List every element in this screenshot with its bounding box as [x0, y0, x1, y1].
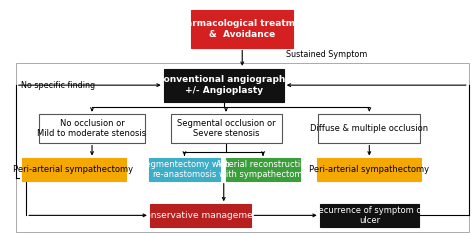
Text: Pharmacological treatment
&  Avoidance: Pharmacological treatment & Avoidance [173, 19, 312, 38]
FancyBboxPatch shape [226, 158, 300, 181]
Text: Sustained Symptom: Sustained Symptom [286, 50, 367, 59]
FancyBboxPatch shape [319, 204, 419, 227]
FancyBboxPatch shape [317, 158, 421, 181]
FancyBboxPatch shape [171, 114, 282, 143]
Text: Segmental occlusion or
Severe stenosis: Segmental occlusion or Severe stenosis [177, 119, 275, 138]
Text: Peri-arterial sympathectomy: Peri-arterial sympathectomy [13, 165, 134, 174]
Text: Peri-arterial sympathectomy: Peri-arterial sympathectomy [309, 165, 429, 174]
FancyBboxPatch shape [39, 114, 145, 143]
Text: Conventional angiography
+/- Angioplasty: Conventional angiography +/- Angioplasty [156, 76, 291, 95]
Text: Recurrence of symptom or
ulcer: Recurrence of symptom or ulcer [313, 206, 425, 225]
Text: No specific finding: No specific finding [21, 81, 95, 90]
Text: Diffuse & multiple occlusion: Diffuse & multiple occlusion [310, 124, 428, 133]
FancyBboxPatch shape [21, 158, 126, 181]
FancyBboxPatch shape [150, 204, 252, 227]
FancyBboxPatch shape [319, 114, 420, 143]
Text: Arterial reconstruction
with sympathectomy: Arterial reconstruction with sympathecto… [216, 160, 310, 179]
FancyBboxPatch shape [149, 158, 220, 181]
FancyBboxPatch shape [164, 69, 284, 101]
Text: Segmentectomy with
re-anastomosis: Segmentectomy with re-anastomosis [139, 160, 229, 179]
FancyBboxPatch shape [191, 10, 293, 48]
Text: Conservative management: Conservative management [139, 211, 262, 220]
Text: No occlusion or
Mild to moderate stenosis: No occlusion or Mild to moderate stenosi… [37, 119, 146, 138]
